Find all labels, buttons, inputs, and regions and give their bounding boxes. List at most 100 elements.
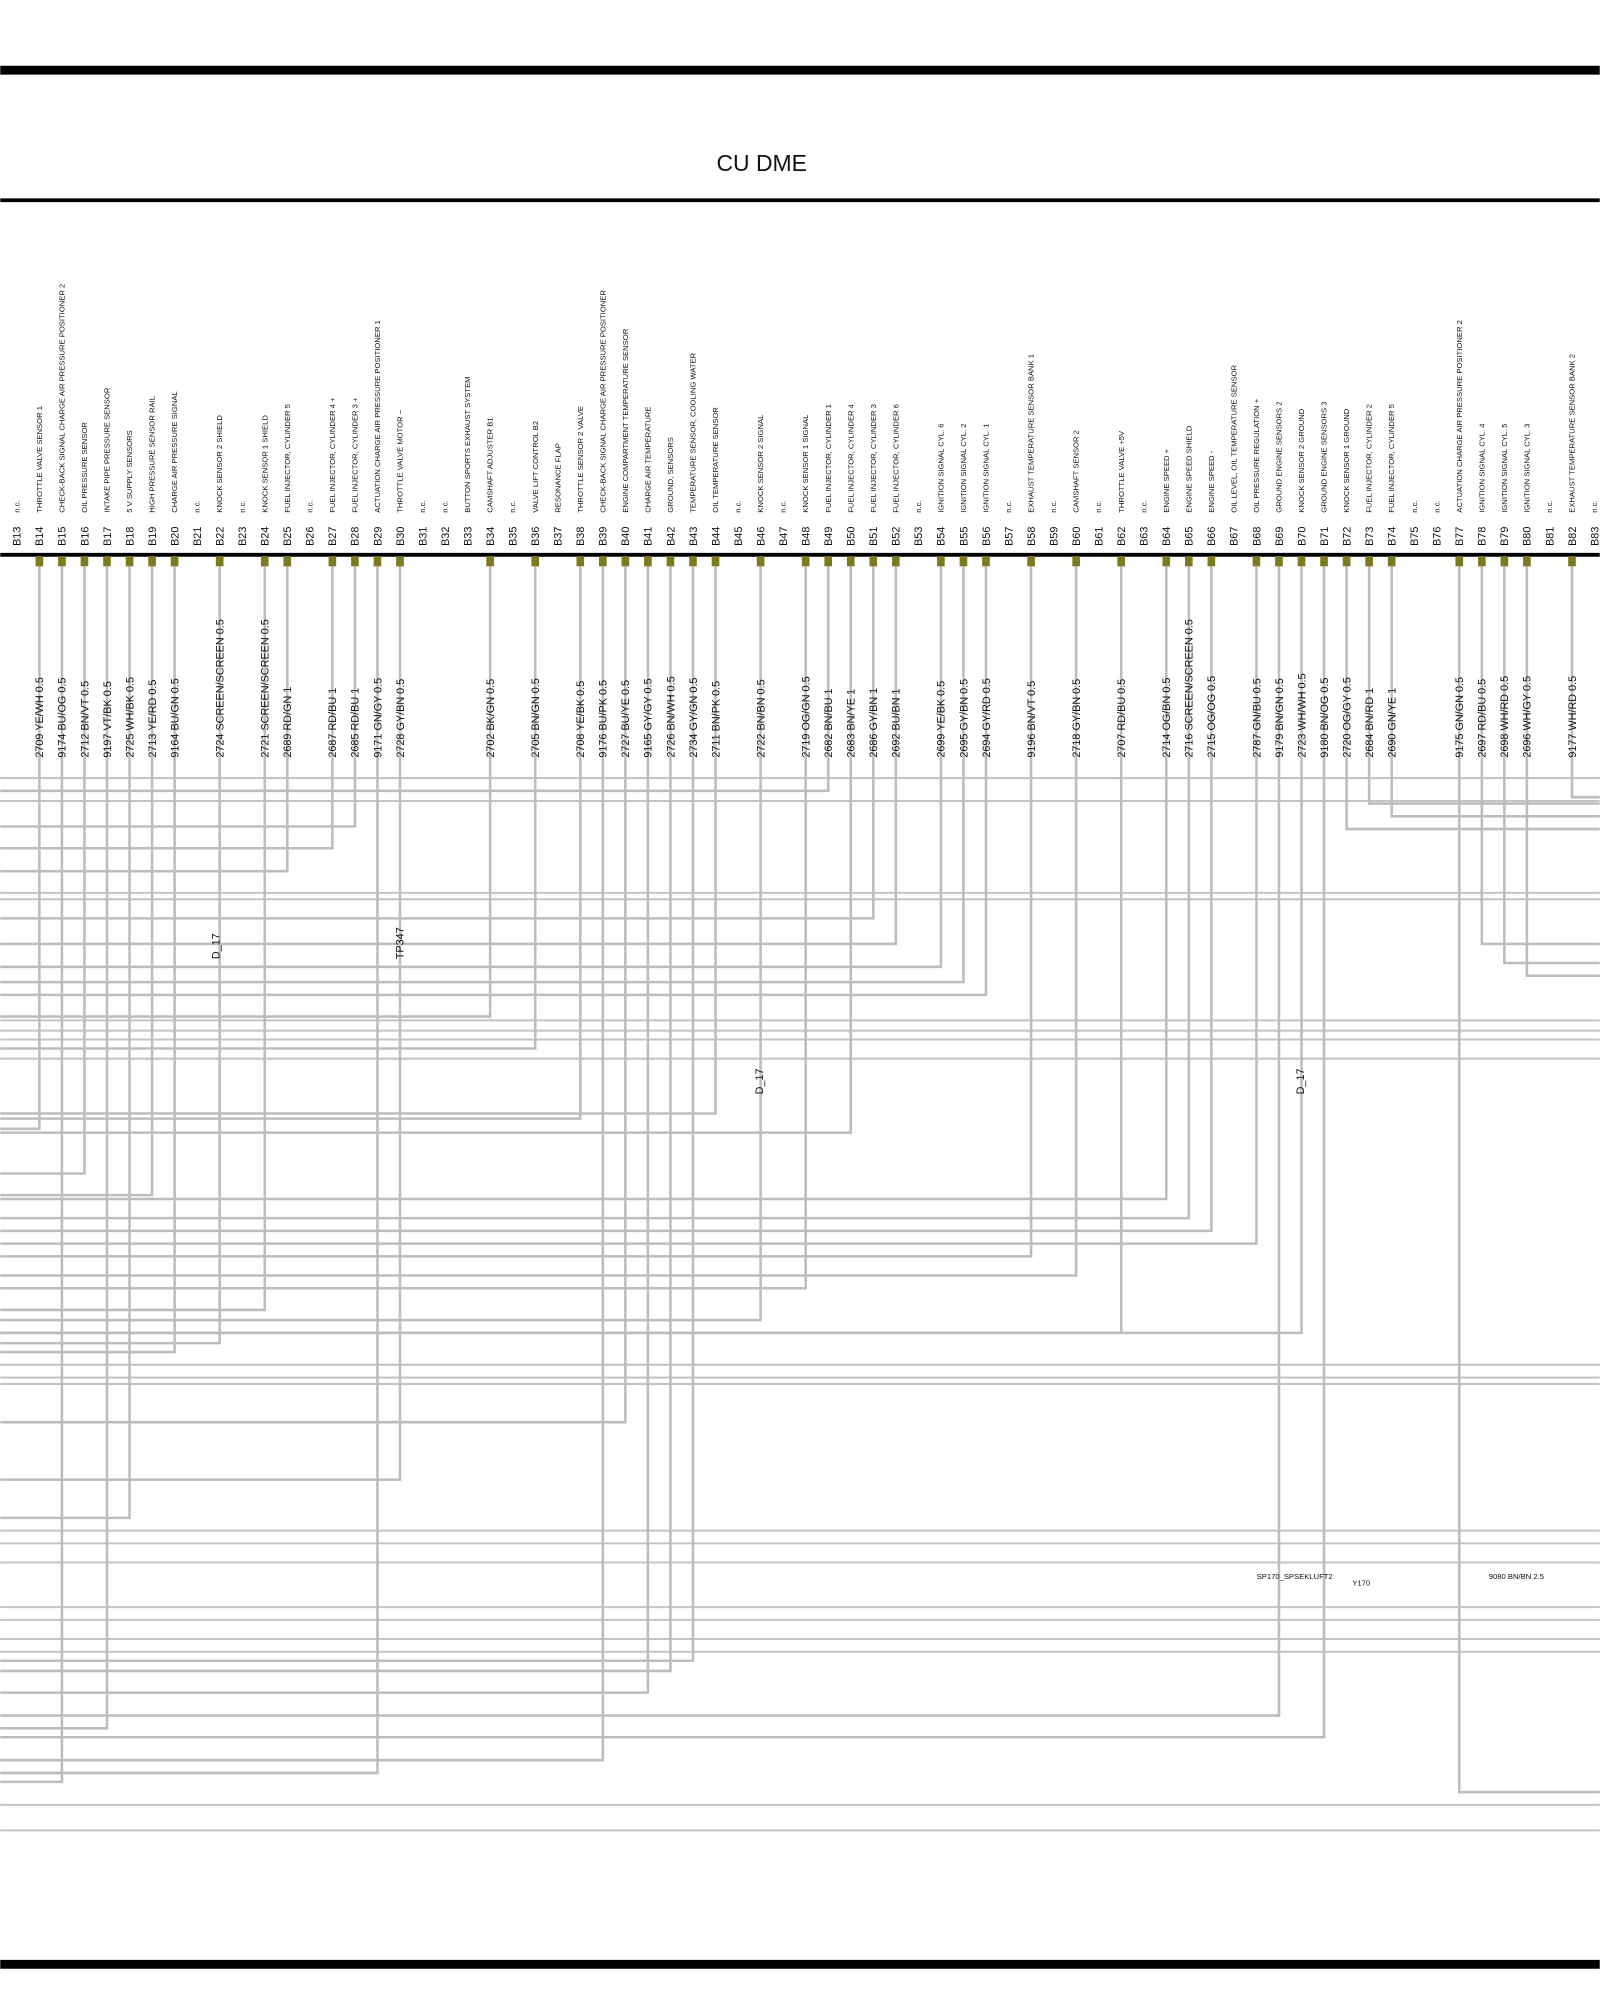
wire-label: 9175 GN/GN 0.5 <box>1454 677 1466 758</box>
pin-description: IGNITION SIGNAL CYL. 6 <box>936 423 945 512</box>
pin-description: n.c. <box>734 500 743 512</box>
pin-terminal <box>756 556 765 567</box>
pin-description: KNOCK SENSOR 1 GROUND <box>1342 408 1351 512</box>
pin-terminal <box>711 556 720 567</box>
wire-label: 2683 BN/YE 1 <box>846 689 858 758</box>
wire <box>0 566 1281 1717</box>
pin-label: B48 <box>801 527 813 546</box>
pin-description: n.c. <box>1139 500 1148 512</box>
pin-description: n.c. <box>238 500 247 512</box>
pin-terminal <box>1252 556 1261 567</box>
wire <box>0 566 64 1784</box>
pin-terminal <box>1523 556 1531 567</box>
wire-label: 2686 GY/BN 1 <box>868 688 880 758</box>
pin-label: B23 <box>237 527 249 546</box>
pin-description: IGNITION SIGNAL CYL. 2 <box>959 423 968 512</box>
pin-description: THROTTLE VALVE MOTOR – <box>396 409 405 512</box>
wire <box>0 566 762 1322</box>
pin-description: OIL PRESSURE SENSOR <box>80 422 89 513</box>
pin-terminal <box>937 556 945 567</box>
wire <box>0 566 1258 1245</box>
pin-label: B14 <box>34 527 46 546</box>
pin-label: B76 <box>1432 527 1444 546</box>
pin-label: B53 <box>913 527 925 546</box>
pin-terminal <box>1027 556 1035 567</box>
pin-description: ENGINE SPEED SHIELD <box>1184 425 1193 513</box>
wire <box>1458 566 1600 1794</box>
pin-label: B24 <box>260 527 272 546</box>
wire-label: 9174 BU/OG 0.5 <box>57 678 69 758</box>
wire <box>0 566 695 1662</box>
wire-label: 2698 WH/RD 0.5 <box>1499 676 1511 758</box>
pin-description: n.c. <box>193 500 202 512</box>
wire-label: 2702 BK/GN 0.5 <box>485 679 497 758</box>
annotation: D_17 <box>754 1068 766 1094</box>
pin-description: OIL TEMPERATURE SENSOR <box>711 407 720 513</box>
pin-terminal <box>892 556 900 567</box>
pin-label: B28 <box>350 527 362 546</box>
wire <box>0 566 627 1424</box>
wire <box>0 566 1326 1739</box>
wire <box>0 566 379 1775</box>
pin-terminal <box>576 556 585 567</box>
pin-label: B35 <box>508 527 520 546</box>
pin-description: CHARGE AIR PRESSURE SIGNAL <box>170 391 179 512</box>
wire-label: 2713 YE/RD 0.5 <box>147 680 159 758</box>
pin-label: B82 <box>1567 527 1579 546</box>
pin-label: B15 <box>57 527 69 546</box>
wire-label: 2699 YE/BK 0.5 <box>936 681 948 758</box>
pin-terminal <box>283 556 292 567</box>
pin-terminal <box>170 556 179 567</box>
pin-label: B50 <box>846 527 858 546</box>
pin-label: B55 <box>958 527 970 546</box>
pin-description: n.c. <box>508 500 517 512</box>
pin-label: B22 <box>215 527 227 546</box>
pin-terminal <box>1320 556 1328 567</box>
pin-description: FUEL INJECTOR, CYLINDER 5 <box>283 404 292 513</box>
pin-label: B26 <box>305 527 317 546</box>
wire <box>1525 566 1600 978</box>
wire-label: 2726 BN/WH 0.5 <box>665 676 677 757</box>
wire <box>0 566 853 1134</box>
wire <box>0 566 289 873</box>
wire <box>0 566 988 997</box>
pin-description: THROTTLE VALVE +5V <box>1117 430 1126 513</box>
pin-terminal <box>1568 556 1576 567</box>
pin-description: KNOCK SENSOR 2 SHIELD <box>215 415 224 513</box>
wire-label: 2721 SCREEN/SCREEN 0.5 <box>260 619 272 757</box>
pin-description: HIGH PRESSURE SENSOR RAIL <box>148 396 157 513</box>
pin-label: B77 <box>1454 527 1466 546</box>
pin-description: ENGINE COMPARTMENT TEMPERATURE SENSOR <box>621 328 630 512</box>
pin-label: B54 <box>936 527 948 546</box>
pin-description: KNOCK SENSOR 1 SHIELD <box>260 415 269 513</box>
wire-label: 2689 RD/GN 1 <box>282 687 294 758</box>
pin-label: B33 <box>462 527 474 546</box>
pin-label: B61 <box>1094 527 1106 546</box>
wire-label: 9197 VT/BK 0.5 <box>102 681 114 757</box>
annotation: TP347 <box>394 927 406 959</box>
pin-description: IGNITION SIGNAL CYL. 1 <box>982 423 991 512</box>
wire-label: 2720 OG/GY 0.5 <box>1341 677 1353 757</box>
wire-label: 9165 GY/GY 0.5 <box>643 678 655 757</box>
wire-label: 2723 WH/WH 0.5 <box>1296 673 1308 757</box>
pin-terminal <box>599 556 607 567</box>
pin-label: B21 <box>192 527 204 546</box>
pin-label: B27 <box>327 527 339 546</box>
pin-label: B37 <box>553 527 565 546</box>
wire <box>0 566 672 1673</box>
pin-description: THROTTLE VALVE SENSOR 1 <box>35 406 44 513</box>
pin-terminal <box>824 556 833 567</box>
pin-description: KNOCK SENSOR 2 SIGNAL <box>756 415 765 513</box>
pin-terminal <box>486 556 494 567</box>
wire-label: 2687 RD/BU 1 <box>327 688 339 758</box>
pin-label: B20 <box>169 527 181 546</box>
wire-label: 9196 BN/VT 0.5 <box>1026 681 1038 758</box>
pin-terminal <box>644 556 652 567</box>
pin-terminal <box>1500 556 1509 567</box>
pin-terminal <box>621 556 630 567</box>
pin-label: B67 <box>1229 527 1241 546</box>
wire-label: 2719 OG/GN 0.5 <box>801 676 813 757</box>
pin-terminal <box>1365 556 1373 567</box>
pin-description: CHECK-BACK SIGNAL CHARGE AIR PRESSURE PO… <box>57 284 66 513</box>
wire <box>0 566 267 1312</box>
